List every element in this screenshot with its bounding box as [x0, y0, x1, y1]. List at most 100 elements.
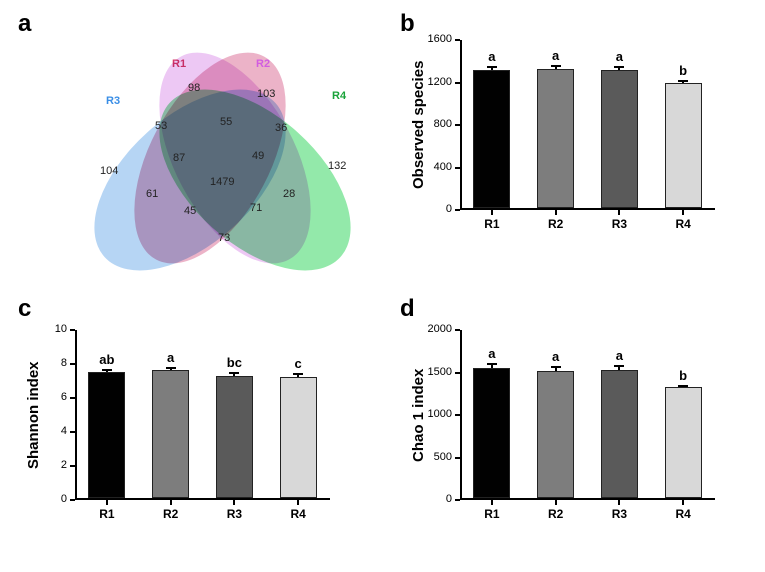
- bar-r4: [665, 83, 702, 208]
- x-tick: [618, 500, 620, 505]
- venn-region-count: 45: [184, 205, 196, 217]
- venn-diagram: R3R1R2R410498103132535536874961281479457…: [60, 40, 380, 265]
- y-tick: [455, 414, 460, 416]
- y-tick: [70, 465, 75, 467]
- y-tick: [70, 397, 75, 399]
- chart-chao1-index: 0500100015002000Chao 1 indexaR1aR2aR3bR4: [460, 330, 717, 540]
- chart-shannon-index: 0246810Shannon indexabR1aR2bcR3cR4: [75, 330, 332, 540]
- errorbar-cap: [102, 369, 112, 371]
- errorbar-cap: [614, 365, 624, 367]
- significance-letter: a: [156, 350, 186, 365]
- y-tick: [70, 363, 75, 365]
- y-tick: [455, 499, 460, 501]
- significance-letter: a: [604, 49, 634, 64]
- venn-region-count: 98: [188, 82, 200, 94]
- y-axis-label: Chao 1 index: [410, 368, 427, 461]
- x-tick: [555, 210, 557, 215]
- y-tick: [455, 167, 460, 169]
- errorbar-cap: [614, 66, 624, 68]
- bar-r2: [152, 370, 189, 498]
- significance-letter: b: [668, 368, 698, 383]
- venn-region-count: 104: [100, 165, 118, 177]
- venn-region-count: 36: [275, 122, 287, 134]
- venn-region-count: 132: [328, 160, 346, 172]
- venn-region-count: 87: [173, 152, 185, 164]
- x-tick: [491, 500, 493, 505]
- y-tick: [455, 124, 460, 126]
- x-tick: [618, 210, 620, 215]
- errorbar-cap: [229, 372, 239, 374]
- venn-region-count: 28: [283, 188, 295, 200]
- y-axis: [460, 330, 462, 500]
- bar-r2: [537, 371, 574, 498]
- y-tick-label: 1600: [412, 33, 452, 45]
- x-axis: [460, 498, 715, 500]
- errorbar-cap: [166, 367, 176, 369]
- errorbar-cap: [551, 65, 561, 67]
- chart-observed-species: 040080012001600Observed speciesaR1aR2aR3…: [460, 40, 717, 250]
- y-tick: [455, 209, 460, 211]
- x-tick-label: R2: [536, 507, 576, 521]
- x-tick-label: R3: [599, 217, 639, 231]
- x-tick: [682, 500, 684, 505]
- x-tick: [297, 500, 299, 505]
- bar-r3: [216, 376, 253, 498]
- significance-letter: a: [477, 346, 507, 361]
- x-tick-label: R1: [472, 507, 512, 521]
- venn-region-count: 55: [220, 116, 232, 128]
- y-tick: [455, 82, 460, 84]
- venn-set-label-r4: R4: [332, 90, 346, 102]
- y-tick: [70, 431, 75, 433]
- y-tick: [455, 457, 460, 459]
- x-tick: [170, 500, 172, 505]
- figure-root: a b c d R3R1R2R4104981031325355368749612…: [0, 0, 765, 572]
- y-tick-label: 0: [27, 493, 67, 505]
- significance-letter: ab: [92, 352, 122, 367]
- significance-letter: c: [283, 356, 313, 371]
- y-tick-label: 0: [412, 493, 452, 505]
- significance-letter: a: [541, 48, 571, 63]
- panel-label-d: d: [400, 295, 415, 323]
- errorbar-cap: [551, 366, 561, 368]
- significance-letter: b: [668, 63, 698, 78]
- significance-letter: bc: [219, 355, 249, 370]
- x-tick: [491, 210, 493, 215]
- errorbar-cap: [487, 66, 497, 68]
- venn-region-count: 71: [250, 202, 262, 214]
- x-tick-label: R4: [663, 507, 703, 521]
- x-tick-label: R3: [599, 507, 639, 521]
- x-tick-label: R4: [278, 507, 318, 521]
- significance-letter: a: [604, 348, 634, 363]
- bar-r3: [601, 370, 638, 498]
- bar-r3: [601, 70, 638, 208]
- errorbar-cap: [487, 363, 497, 365]
- significance-letter: a: [477, 49, 507, 64]
- x-tick-label: R4: [663, 217, 703, 231]
- y-tick-label: 2000: [412, 323, 452, 335]
- panel-label-c: c: [18, 295, 31, 323]
- x-tick-label: R3: [214, 507, 254, 521]
- venn-region-count: 49: [252, 150, 264, 162]
- x-tick-label: R2: [536, 217, 576, 231]
- bar-r1: [473, 70, 510, 208]
- y-tick: [70, 329, 75, 331]
- venn-region-count: 1479: [210, 176, 234, 188]
- bar-r4: [280, 377, 317, 498]
- y-tick: [455, 372, 460, 374]
- x-tick: [233, 500, 235, 505]
- errorbar-cap: [293, 373, 303, 375]
- venn-set-label-r3: R3: [106, 95, 120, 107]
- bar-r2: [537, 69, 574, 208]
- y-tick: [455, 39, 460, 41]
- bar-r4: [665, 387, 702, 498]
- x-tick-label: R1: [472, 217, 512, 231]
- x-tick-label: R2: [151, 507, 191, 521]
- errorbar-cap: [678, 385, 688, 387]
- y-tick-label: 0: [412, 203, 452, 215]
- x-tick: [682, 210, 684, 215]
- y-axis: [460, 40, 462, 210]
- bar-r1: [88, 372, 125, 498]
- x-axis: [460, 208, 715, 210]
- x-tick: [555, 500, 557, 505]
- y-tick: [70, 499, 75, 501]
